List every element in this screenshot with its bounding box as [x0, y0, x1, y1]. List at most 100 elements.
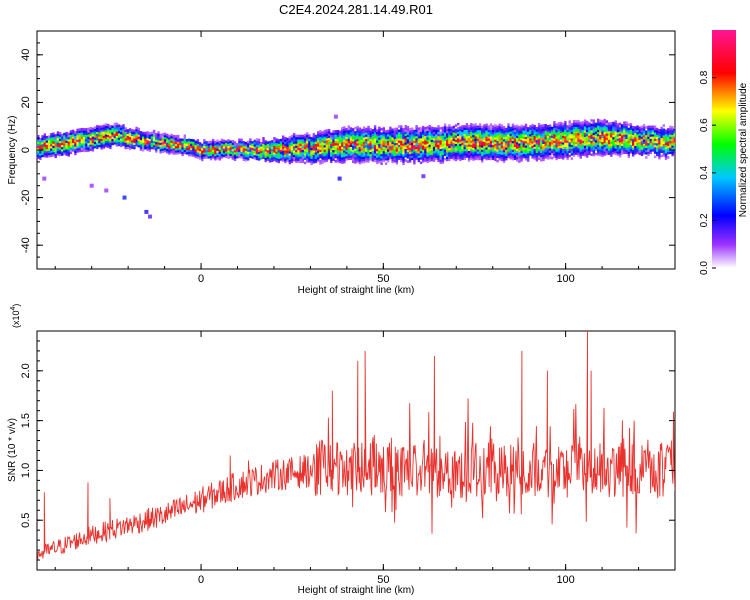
heatmap-cell [540, 124, 543, 128]
heatmap-cell [570, 146, 574, 150]
heatmap-cell [575, 124, 578, 128]
heatmap-cell [72, 131, 75, 135]
heatmap-cell [117, 143, 121, 147]
heatmap-cell [37, 143, 40, 147]
heatmap-cell [450, 143, 453, 147]
heatmap-cell [255, 149, 259, 152]
heatmap-cell [632, 130, 635, 133]
heatmap-cell [487, 142, 490, 145]
heatmap-cell [478, 127, 482, 131]
heatmap-cell [144, 131, 147, 135]
heatmap-cell [673, 143, 675, 147]
heatmap-cell [636, 129, 639, 133]
heatmap-cell [483, 154, 486, 157]
heatmap-cell [384, 130, 388, 133]
heatmap-cell [288, 135, 291, 139]
heatmap-cell [614, 120, 617, 123]
heatmap-cell [284, 152, 287, 155]
heatmap-cell [362, 130, 366, 134]
heatmap-cell [522, 125, 525, 129]
heatmap-cell [146, 139, 149, 143]
heatmap-cell [428, 142, 431, 145]
heatmap-cell [467, 129, 471, 132]
heatmap-cell [406, 138, 410, 142]
heatmap-cell [47, 154, 51, 158]
heatmap-cell [253, 141, 256, 145]
heatmap-cell [527, 140, 530, 143]
heatmap-cell [207, 145, 210, 148]
heatmap-cell [559, 124, 563, 127]
heatmap-cell [500, 135, 504, 138]
heatmap-cell [627, 138, 630, 141]
heatmap-cell [621, 134, 624, 138]
heatmap-cell [662, 147, 665, 151]
heatmap-cell [332, 132, 335, 136]
heatmap-cell [166, 150, 169, 154]
heatmap-cell [478, 123, 482, 126]
heatmap-cell [463, 142, 466, 145]
heatmap-cell [629, 127, 633, 130]
heatmap-cell [266, 147, 270, 151]
heatmap-cell [343, 135, 346, 138]
heatmap-cell [424, 135, 427, 139]
heatmap-cell [660, 141, 663, 145]
heatmap-cell [360, 145, 364, 149]
heatmap-cell [192, 147, 195, 151]
heatmap-cell [325, 157, 329, 160]
heatmap-cell [610, 124, 613, 127]
heatmap-cell [457, 131, 460, 134]
heatmap-cell [426, 147, 429, 151]
heatmap-cell [233, 143, 237, 146]
heatmap-cell [98, 140, 101, 144]
heatmap-cell [67, 145, 70, 148]
heatmap-cell [638, 143, 641, 147]
heatmap-cell [588, 137, 591, 140]
heatmap-cell [496, 138, 499, 141]
heatmap-cell [227, 154, 230, 157]
heatmap-cell [459, 143, 462, 147]
heatmap-cell [465, 144, 469, 147]
heatmap-cell [163, 149, 167, 153]
heatmap-cell [621, 145, 624, 149]
heatmap-cell [338, 147, 342, 151]
heatmap-cell [341, 144, 344, 147]
heatmap-cell [448, 141, 451, 144]
heatmap-cell [404, 148, 407, 152]
heatmap-cell [426, 158, 429, 161]
heatmap-cell [212, 138, 215, 142]
heatmap-cell [387, 129, 390, 133]
heatmap-cell [341, 129, 344, 132]
heatmap-cell [317, 146, 320, 149]
heatmap-cell [544, 145, 547, 148]
heatmap-cell [236, 155, 239, 159]
heatmap-cell [308, 144, 311, 148]
heatmap-cell [441, 128, 445, 132]
heatmap-cell [581, 136, 585, 139]
heatmap-cell [341, 127, 344, 130]
heatmap-cell [474, 136, 477, 139]
heatmap-cell [422, 155, 425, 159]
heatmap-cell [472, 147, 475, 151]
heatmap-cell [347, 151, 350, 154]
heatmap-cell [522, 149, 525, 152]
heatmap-cell [303, 135, 307, 139]
heatmap-cell [247, 145, 250, 148]
heatmap-cell [310, 160, 313, 164]
heatmap-cell [142, 140, 145, 143]
heatmap-cell [588, 131, 591, 134]
heatmap-cell [131, 144, 134, 147]
heatmap-cell [319, 149, 322, 152]
heatmap-cell [371, 148, 375, 151]
heatmap-cell [649, 136, 652, 139]
heatmap-cell [540, 135, 543, 138]
heatmap-cell [76, 150, 79, 153]
heatmap-cell [516, 139, 519, 143]
heatmap-cell [268, 155, 272, 159]
heatmap-cell [623, 138, 626, 142]
heatmap-cell [540, 150, 543, 153]
heatmap-cell [87, 134, 90, 137]
heatmap-cell [251, 154, 254, 157]
heatmap-cell [465, 125, 469, 128]
heatmap-cell [629, 148, 633, 152]
heatmap-cell [544, 149, 547, 153]
